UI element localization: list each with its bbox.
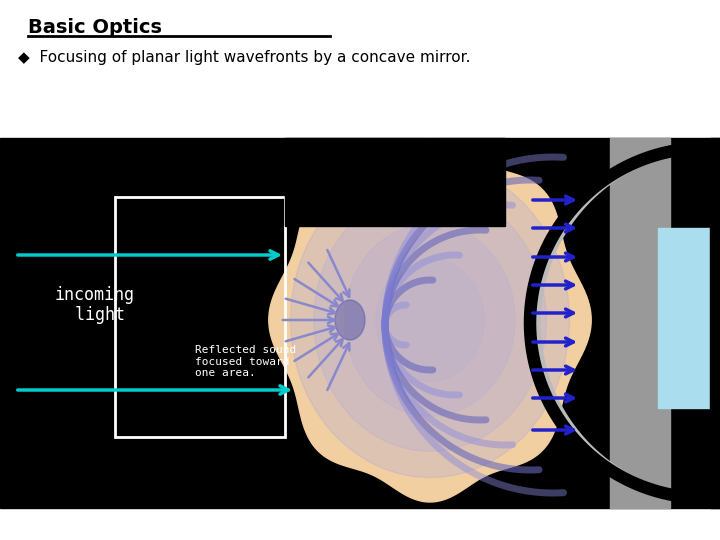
Ellipse shape xyxy=(314,189,546,451)
Ellipse shape xyxy=(345,224,516,416)
Bar xyxy=(115,197,285,437)
Polygon shape xyxy=(269,138,591,502)
Bar xyxy=(610,138,670,508)
Bar xyxy=(0,138,720,508)
Text: Reflected sound
focused toward
one area.: Reflected sound focused toward one area. xyxy=(195,345,296,378)
Ellipse shape xyxy=(376,259,485,381)
Ellipse shape xyxy=(290,163,570,477)
Bar xyxy=(710,138,720,508)
Bar xyxy=(285,138,505,226)
Text: incoming
  light: incoming light xyxy=(55,286,135,325)
Bar xyxy=(658,228,713,408)
Ellipse shape xyxy=(335,300,365,340)
Text: Basic Optics: Basic Optics xyxy=(28,18,162,37)
Text: ◆  Focusing of planar light wavefronts by a concave mirror.: ◆ Focusing of planar light wavefronts by… xyxy=(18,50,470,65)
